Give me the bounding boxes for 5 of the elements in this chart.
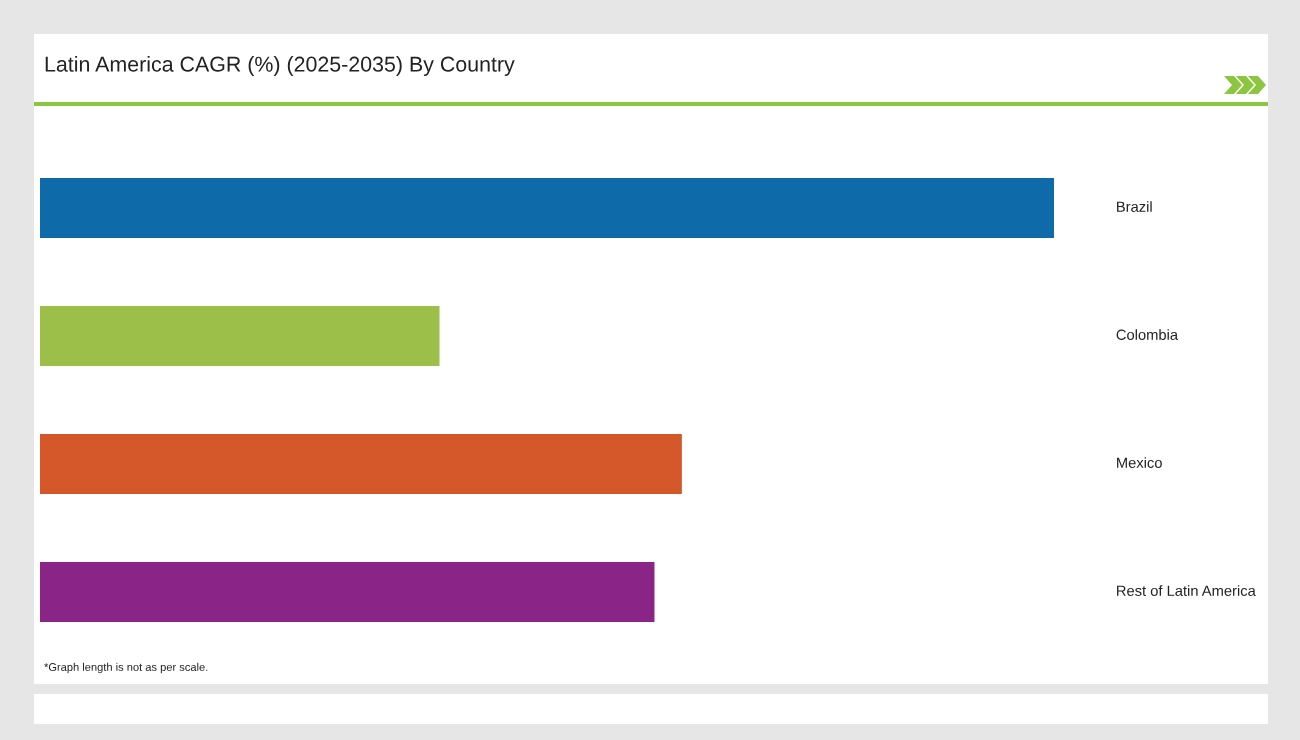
chart-title: Latin America CAGR (%) (2025-2035) By Country xyxy=(45,56,515,76)
bar xyxy=(40,433,682,495)
bar xyxy=(40,561,655,623)
bar xyxy=(40,177,1054,239)
bar xyxy=(40,305,440,367)
